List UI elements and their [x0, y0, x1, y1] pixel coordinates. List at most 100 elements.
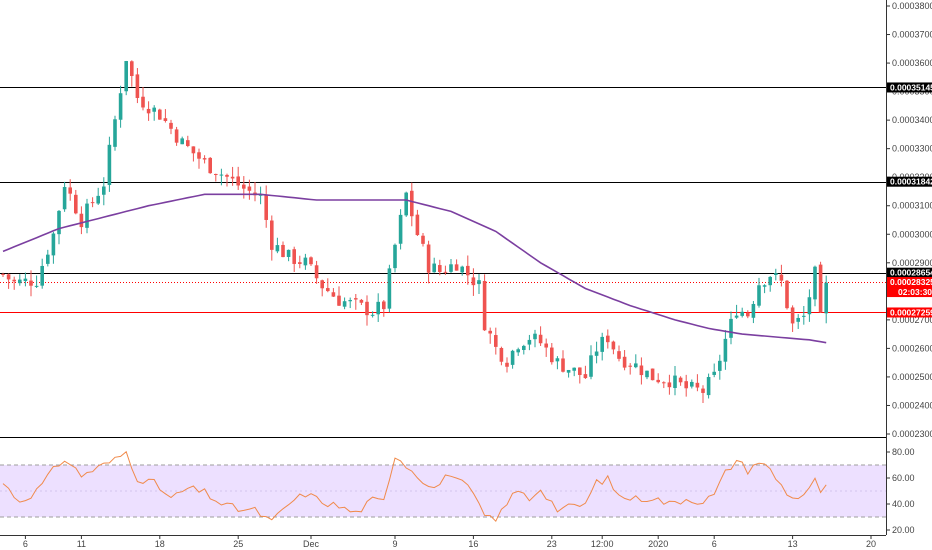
rsi-tick-label: 80.00: [892, 447, 915, 457]
candle-down: [606, 335, 610, 343]
candle-up: [113, 119, 117, 147]
candle-up: [594, 351, 599, 356]
price-badge: [887, 307, 932, 318]
candle-down: [79, 213, 84, 228]
time-axis[interactable]: 6 11 18 25 Dec 9 16 23 12:00 2020 6 13 20: [23, 535, 876, 549]
time-tick-label: 11: [77, 539, 86, 549]
moving-average-line: [2, 193, 827, 344]
price-axis[interactable]: 0.000380000.000370000.000360000.00035000…: [886, 1, 932, 439]
candle-down: [174, 129, 179, 143]
price-tick-label: 0.00037000: [892, 30, 932, 40]
candle-down: [684, 381, 688, 389]
rsi-line: [2, 450, 827, 523]
candle-down: [354, 298, 358, 300]
candle-up: [768, 276, 772, 286]
price-badge: [887, 176, 932, 187]
candle-up: [734, 315, 739, 318]
candle-down: [314, 265, 319, 279]
candle-up: [18, 279, 22, 284]
rsi-tick-label: 60.00: [892, 473, 915, 483]
candle-down: [628, 365, 632, 367]
candle-up: [555, 358, 560, 362]
candle-up: [634, 363, 638, 368]
candle-up: [527, 339, 532, 345]
candle-down: [622, 356, 627, 368]
candle-down: [550, 347, 554, 363]
rsi-tick-label: 40.00: [892, 499, 915, 509]
candle-down: [667, 382, 672, 388]
candle-down: [163, 118, 168, 121]
price-tick-label: 0.00027000: [892, 315, 932, 325]
candle-down: [779, 274, 784, 281]
candle-up: [370, 314, 375, 316]
time-tick-label: 2020: [648, 539, 668, 549]
candle-up: [600, 336, 604, 352]
candle-up: [690, 381, 694, 387]
price-tick-label: 0.00036000: [892, 58, 932, 68]
candle-up: [712, 371, 716, 375]
candle-up: [23, 278, 28, 282]
candle-up: [477, 280, 481, 285]
candle-up: [807, 297, 812, 315]
candle-up: [303, 257, 308, 266]
candle-up: [40, 265, 44, 286]
rsi-path: [2, 450, 827, 523]
candle-down: [561, 358, 565, 372]
candle-down: [90, 202, 95, 204]
candle-down: [236, 176, 240, 186]
candle-down: [488, 330, 492, 334]
candle-down: [650, 368, 655, 381]
candle-down: [583, 374, 588, 379]
candle-down: [214, 173, 218, 175]
price-badge: [887, 277, 932, 298]
time-tick-label: 18: [155, 539, 165, 549]
candle-down: [695, 382, 700, 388]
candle-up: [449, 264, 453, 272]
price-tick-label: 0.00024000: [892, 400, 932, 410]
candle-down: [639, 365, 644, 376]
price-badge-label: 0.00035145: [890, 82, 932, 92]
candle-down: [578, 367, 582, 375]
candle-up: [757, 285, 761, 306]
rsi-axis[interactable]: 80.00 60.00 40.00 20.00: [886, 447, 915, 535]
candle-up: [533, 333, 537, 340]
candle-down: [242, 184, 246, 189]
candle-up: [258, 194, 263, 196]
candle-down: [466, 265, 470, 276]
candle-down: [186, 140, 190, 147]
price-tick-label: 0.00031000: [892, 201, 932, 211]
candle-up: [57, 210, 61, 235]
candle-up: [522, 345, 526, 350]
candle-up: [802, 315, 806, 317]
candle-up: [813, 266, 817, 300]
candle-down: [611, 341, 616, 350]
candle-up: [566, 369, 571, 373]
rsi-band-layer: [0, 464, 886, 518]
candle-down: [482, 280, 487, 331]
candle-down: [68, 187, 72, 194]
price-badge-label: 0.00031842: [890, 177, 932, 187]
candle-down: [359, 299, 364, 303]
candle-up: [96, 195, 100, 204]
candle-down: [421, 235, 425, 244]
candle-down: [426, 244, 431, 273]
candle-down: [230, 176, 235, 179]
candle-down: [281, 244, 285, 258]
candle-up: [432, 263, 436, 273]
candle-up: [796, 317, 800, 322]
time-tick-label: 12:00: [591, 539, 614, 549]
time-tick-label: 23: [547, 539, 557, 549]
candle-down: [191, 146, 196, 154]
candle-down: [410, 190, 414, 217]
grid-layer: [0, 0, 887, 536]
candle-down: [264, 195, 268, 220]
candles: [1, 60, 828, 403]
candle-down: [494, 335, 498, 347]
candle-up: [46, 254, 50, 264]
price-tick-label: 0.00030000: [892, 229, 932, 239]
candle-up: [102, 186, 106, 195]
candle-up: [342, 301, 347, 307]
price-tick-label: 0.00029000: [892, 258, 932, 268]
candle-down: [12, 279, 16, 282]
